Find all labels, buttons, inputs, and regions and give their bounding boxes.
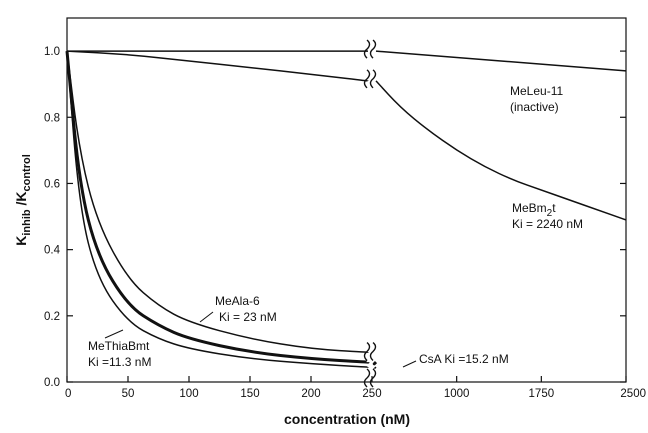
label-meala-6: MeAla-6 [215, 294, 260, 308]
y-tick-label: 0.2 [44, 311, 60, 323]
y-tick-label: 0.8 [44, 112, 60, 124]
plot-frame [66, 17, 627, 383]
y-axis-title-sub-control: control [21, 154, 33, 191]
series-line-csa-seg0 [65, 50, 370, 364]
label-meala-6-ki: Ki = 23 nM [219, 310, 277, 324]
series-line-meala-6-seg0 [66, 51, 369, 353]
y-axis-title-sub-inhib: inhib [21, 209, 33, 236]
y-tick-label: 0.6 [44, 178, 60, 190]
annotations: MeLeu-11 (inactive) MeBm2t Ki = 2240 nM … [88, 84, 583, 369]
x-tick-label: 200 [301, 388, 320, 400]
y-axis-title-main: K [13, 236, 29, 246]
y-tick-label: 0.0 [44, 377, 60, 389]
label-meleu-11-status: (inactive) [510, 100, 559, 114]
y-axis-ticks: 0.0 0.2 0.4 0.6 0.8 1.0 [44, 46, 626, 389]
label-csa: CsA Ki =15.2 nM [419, 352, 509, 366]
x-tick-label: 1000 [444, 388, 470, 400]
series-line-methiabmt-seg1 [373, 366, 377, 370]
x-tick-label: 1750 [529, 388, 555, 400]
x-tick-label: 50 [122, 388, 135, 400]
axis-break-symbol [363, 341, 377, 362]
leader-meala-6 [199, 311, 214, 323]
label-mebm2t-sub: 2 [547, 208, 553, 219]
series-line-mebm2t-seg0 [66, 50, 369, 82]
y-tick-label: 1.0 [44, 46, 60, 58]
x-tick-label: 250 [362, 388, 381, 400]
x-tick-label: 150 [240, 388, 259, 400]
axis-break-symbol [363, 39, 377, 59]
label-mebm2t-end: t [552, 201, 556, 215]
label-mebm2t-ki: Ki = 2240 nM [512, 217, 583, 231]
y-axis-title-mid: /K [13, 191, 29, 209]
y-axis-title: Kinhib /Kcontrol [13, 154, 33, 246]
axis-break-symbol [363, 69, 377, 89]
label-mebm2t: MeBm2t [512, 201, 556, 219]
plot-area-border [66, 17, 627, 383]
y-tick-label: 0.4 [44, 245, 61, 257]
label-mebm2t-main: MeBm [512, 201, 547, 215]
x-axis-ticks: 0 50 100 150 200 250 1000 1750 2500 [65, 376, 646, 400]
series-line-meleu-11-seg1 [375, 50, 627, 72]
axis-break-marks [363, 39, 377, 388]
leader-csa [402, 360, 417, 368]
label-methiabmt: MeThiaBmt [88, 339, 150, 353]
series-lines [65, 50, 627, 370]
series-line-mebm2t-seg1 [375, 80, 627, 221]
series-line-methiabmt-seg0 [66, 51, 369, 368]
x-tick-label: 100 [179, 388, 198, 400]
label-methiabmt-ki: Ki =11.3 nM [88, 355, 151, 369]
x-tick-label: 2500 [620, 388, 646, 400]
x-tick-label: 0 [65, 388, 71, 400]
series-line-csa-seg1 [372, 361, 378, 366]
x-axis-title: concentration (nM) [284, 411, 410, 427]
label-meleu-11: MeLeu-11 [510, 84, 563, 98]
axis-break-symbol [363, 368, 377, 388]
leader-methiabmt [104, 329, 124, 339]
